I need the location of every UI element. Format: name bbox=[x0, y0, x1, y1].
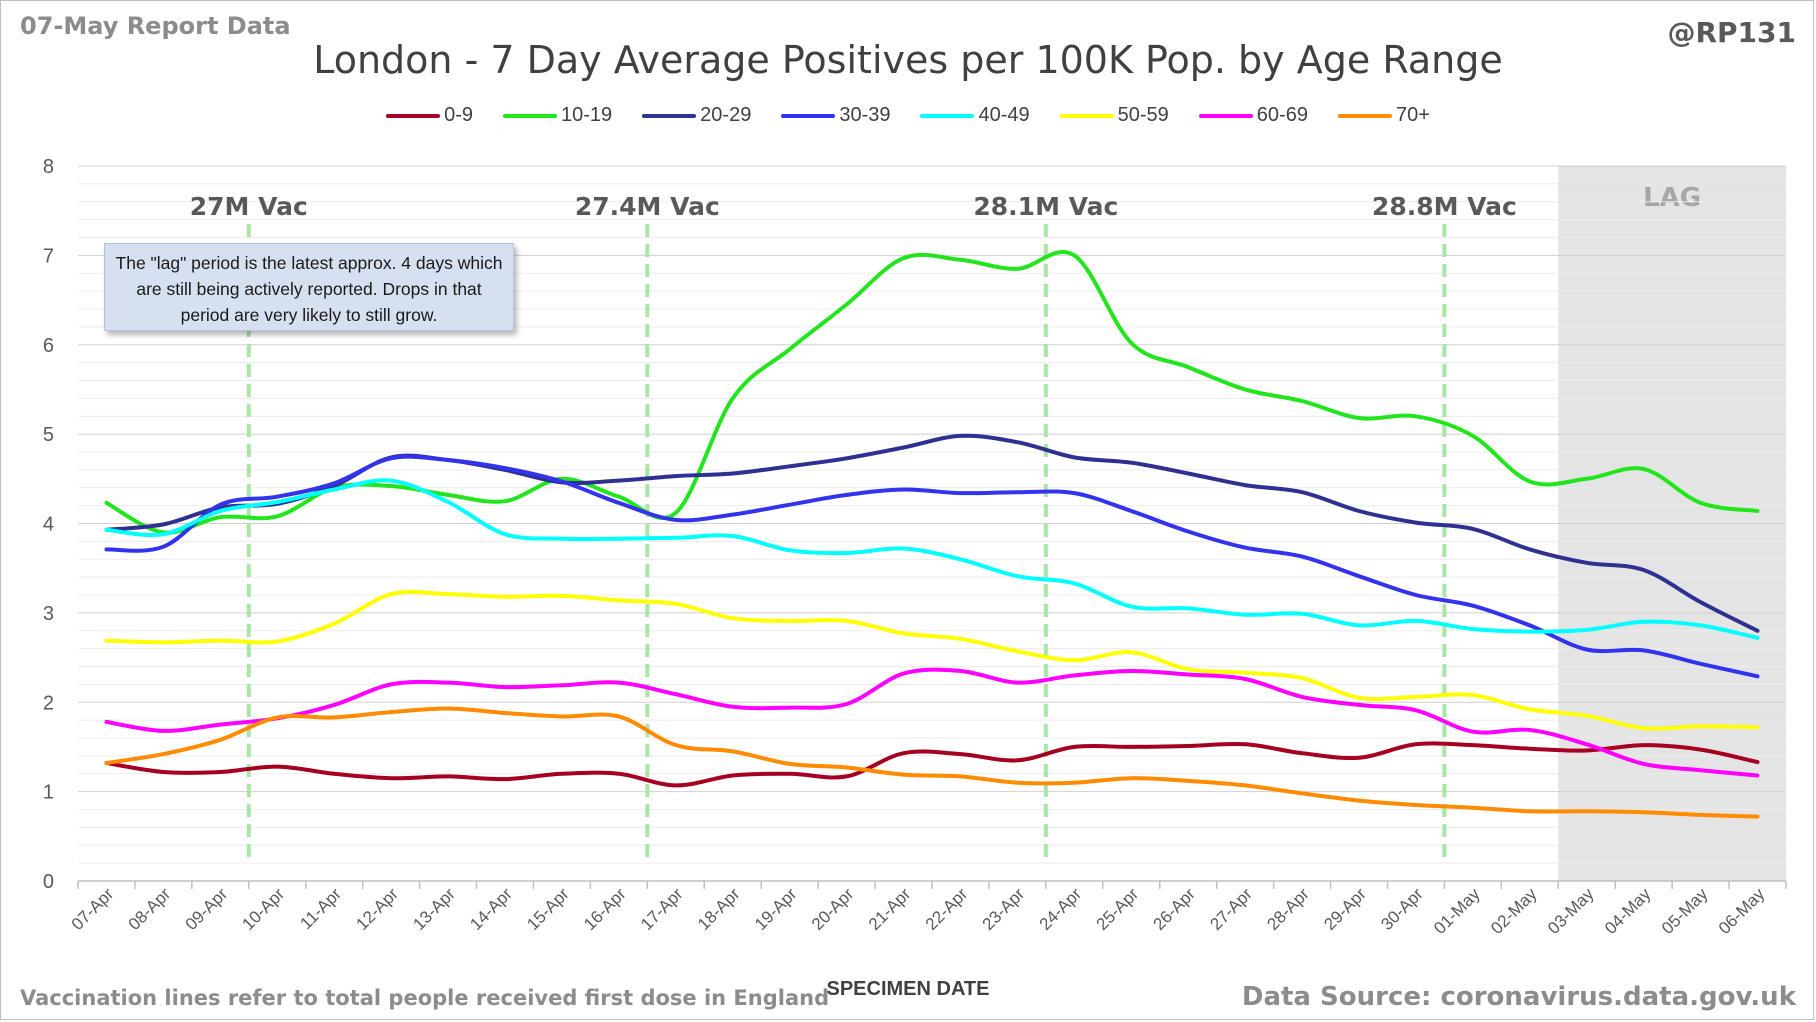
series-line-10-19 bbox=[104, 250, 1760, 535]
legend-swatch bbox=[1198, 113, 1253, 118]
series-line-60-69 bbox=[104, 667, 1760, 778]
x-axis-title: SPECIMEN DATE bbox=[826, 978, 990, 1000]
y-tick-label: 3 bbox=[43, 603, 54, 625]
report-date-label: 07-May Report Data bbox=[20, 12, 291, 40]
x-tick-label: 03-May bbox=[1544, 884, 1598, 938]
data-source: Data Source: coronavirus.data.gov.uk bbox=[1241, 982, 1796, 1012]
x-tick-label: 18-Apr bbox=[694, 884, 744, 934]
y-tick-label: 8 bbox=[43, 156, 54, 178]
legend-label: 40-49 bbox=[978, 104, 1030, 126]
series-line-70plus bbox=[104, 706, 1760, 819]
lag-note-annotation: The "lag" period is the latest approx. 4… bbox=[104, 243, 514, 331]
vaccination-label: 27M Vac bbox=[190, 192, 308, 221]
x-tick-label: 04-May bbox=[1601, 884, 1655, 938]
legend-item: 40-49 bbox=[920, 104, 1030, 127]
author-handle: @RP131 bbox=[1667, 16, 1796, 49]
vaccination-label: 28.8M Vac bbox=[1372, 192, 1517, 221]
legend-swatch bbox=[386, 113, 441, 118]
x-tick-label: 13-Apr bbox=[409, 884, 459, 934]
legend-swatch bbox=[642, 113, 697, 118]
legend-swatch bbox=[781, 113, 836, 118]
x-tick-label: 26-Apr bbox=[1150, 884, 1200, 934]
y-tick-label: 6 bbox=[43, 335, 54, 357]
x-tick-label: 27-Apr bbox=[1206, 884, 1256, 934]
legend-label: 0-9 bbox=[444, 104, 474, 126]
series-line-30-39 bbox=[104, 454, 1760, 679]
legend-item: 20-29 bbox=[642, 104, 751, 127]
x-tick-label: 21-Apr bbox=[865, 884, 915, 934]
x-tick-label: 30-Apr bbox=[1377, 884, 1427, 934]
legend-label: 60-69 bbox=[1256, 104, 1308, 126]
y-tick-label: 4 bbox=[43, 514, 54, 536]
x-tick-label: 09-Apr bbox=[182, 884, 232, 934]
legend-label: 10-19 bbox=[561, 104, 613, 126]
legend-swatch bbox=[920, 113, 975, 118]
legend-swatch bbox=[503, 113, 558, 118]
y-tick-label: 2 bbox=[43, 692, 54, 714]
chart-title: London - 7 Day Average Positives per 100… bbox=[313, 38, 1503, 82]
lag-label: LAG bbox=[1643, 183, 1701, 213]
x-tick-label: 19-Apr bbox=[751, 884, 801, 934]
legend-item: 70+ bbox=[1337, 104, 1430, 127]
vaccination-footnote: Vaccination lines refer to total people … bbox=[20, 986, 830, 1010]
legend-item: 30-39 bbox=[781, 104, 890, 127]
x-tick-label: 15-Apr bbox=[523, 884, 573, 934]
y-tick-label: 5 bbox=[43, 424, 54, 446]
x-tick-label: 08-Apr bbox=[125, 884, 175, 934]
legend-label: 30-39 bbox=[839, 104, 891, 126]
chart-legend: 0-9 10-19 20-29 30-39 40-49 50-59 60-69 70+ bbox=[0, 104, 1816, 127]
series-line-40-49 bbox=[104, 478, 1760, 640]
x-tick-label: 22-Apr bbox=[922, 884, 972, 934]
x-tick-label: 20-Apr bbox=[808, 884, 858, 934]
x-tick-label: 06-May bbox=[1715, 884, 1769, 938]
x-tick-label: 11-Apr bbox=[296, 884, 345, 933]
legend-item: 60-69 bbox=[1198, 104, 1308, 127]
legend-label: 50-59 bbox=[1117, 104, 1169, 126]
x-tick-label: 24-Apr bbox=[1036, 884, 1086, 934]
x-tick-label: 10-Apr bbox=[239, 884, 289, 934]
x-tick-label: 25-Apr bbox=[1093, 884, 1143, 934]
x-tick-label: 05-May bbox=[1658, 884, 1712, 938]
vaccination-label: 27.4M Vac bbox=[575, 192, 720, 221]
legend-item: 10-19 bbox=[503, 104, 612, 127]
series-line-0-9 bbox=[104, 741, 1760, 788]
x-tick-label: 02-May bbox=[1487, 884, 1541, 938]
x-tick-label: 17-Apr bbox=[637, 884, 687, 934]
x-tick-label: 23-Apr bbox=[979, 884, 1029, 934]
legend-swatch bbox=[1059, 113, 1114, 118]
legend-label: 70+ bbox=[1395, 104, 1430, 126]
x-tick-label: 29-Apr bbox=[1320, 884, 1370, 934]
legend-item: 50-59 bbox=[1059, 104, 1169, 127]
x-tick-label: 28-Apr bbox=[1263, 884, 1313, 934]
x-tick-label: 16-Apr bbox=[580, 884, 630, 934]
vaccination-label: 28.1M Vac bbox=[973, 192, 1118, 221]
x-tick-label: 01-May bbox=[1430, 884, 1484, 938]
x-tick-label: 12-Apr bbox=[352, 884, 402, 934]
x-tick-label: 07-Apr bbox=[68, 884, 118, 934]
legend-label: 20-29 bbox=[700, 104, 752, 126]
x-tick-label: 14-Apr bbox=[466, 884, 516, 934]
y-tick-label: 0 bbox=[43, 871, 54, 893]
legend-swatch bbox=[1337, 113, 1392, 118]
y-tick-label: 1 bbox=[43, 782, 54, 804]
legend-item: 0-9 bbox=[386, 104, 473, 127]
series-line-20-29 bbox=[104, 433, 1760, 633]
y-tick-label: 7 bbox=[43, 245, 54, 267]
series-line-50-59 bbox=[104, 589, 1760, 731]
